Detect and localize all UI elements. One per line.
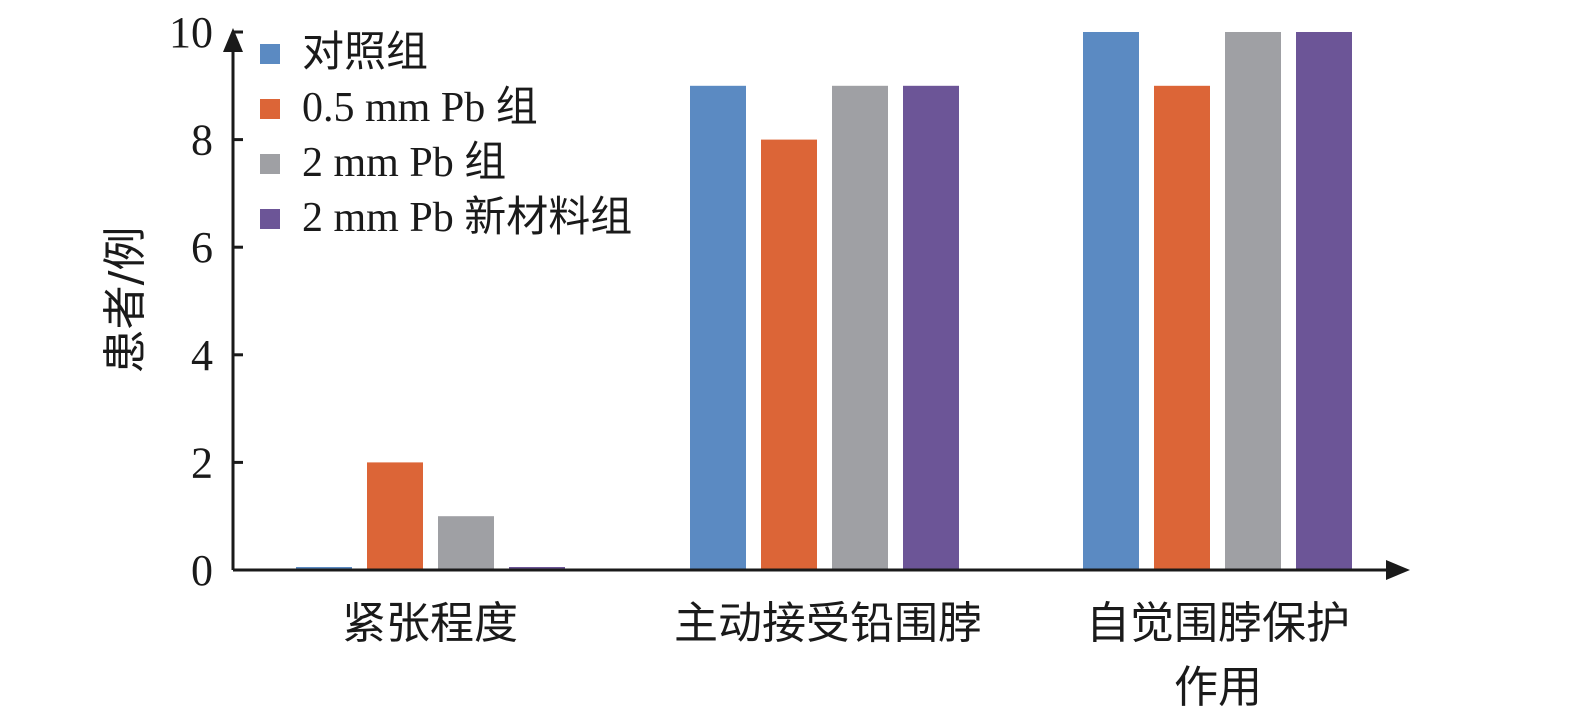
y-tick-label-4: 4 [191,331,213,380]
x-category-label-3: 自觉围脖保护作用 [1086,598,1350,713]
y-tick-label-0: 0 [191,546,213,595]
legend-swatch-1 [260,44,280,64]
legend-label-4: 2 mm Pb 新材料组 [302,195,632,241]
bar-3-series-1 [1083,32,1139,570]
legend-swatch-3 [260,154,280,174]
axes-layer [223,28,1410,580]
legend-label-3: 2 mm Pb 组 [302,140,506,186]
bar-3-series-2 [1154,85,1210,571]
x-axis-arrow [1386,560,1410,580]
bar-1-series-2 [367,462,423,570]
bars-layer [296,32,1352,571]
bar-2-series-1 [690,85,746,571]
bar-2-series-2 [761,139,817,570]
legend-swatch-2 [260,99,280,119]
legend: 对照组 0.5 mm Pb 组 2 mm Pb 组 2 mm Pb 新材料组 [260,30,632,241]
y-tick-label-2: 2 [191,438,213,487]
y-axis-title: 患者/例 [100,227,151,374]
bar-3-series-4 [1296,32,1352,570]
y-axis-arrow [223,28,243,52]
bar-3-series-3 [1225,32,1281,570]
x-category-label-1: 紧张程度 [342,598,518,649]
bar-1-series-3 [438,516,494,570]
x-category-label-2: 主动接受铅围脖 [674,598,982,649]
legend-label-2: 0.5 mm Pb 组 [302,85,538,131]
bar-2-series-4 [903,85,959,571]
legend-label-1: 对照组 [302,30,428,76]
y-tick-label-8: 8 [191,116,213,165]
bar-2-series-3 [832,85,888,571]
y-tick-label-6: 6 [191,223,213,272]
legend-swatch-4 [260,209,280,229]
y-tick-label-10: 10 [169,8,213,57]
